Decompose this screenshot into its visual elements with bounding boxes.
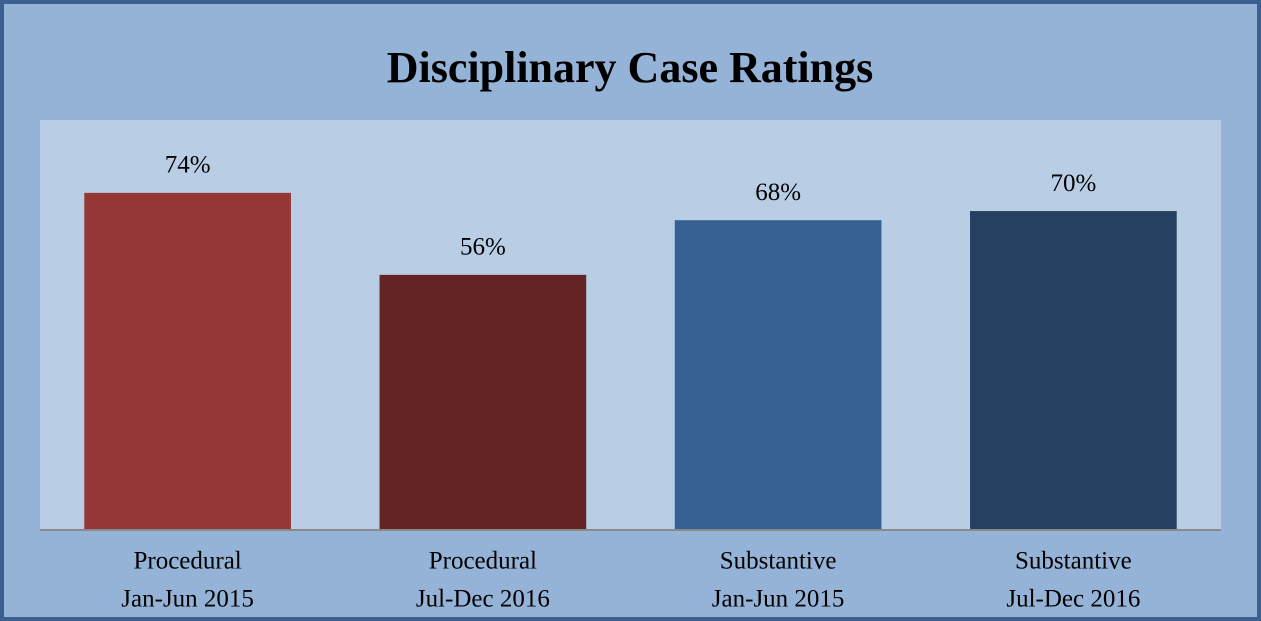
x-tick-label: Substantive	[1015, 548, 1132, 575]
value-label: 74%	[165, 152, 211, 179]
value-label: 68%	[755, 179, 801, 206]
bar	[674, 220, 882, 530]
chart-title: Disciplinary Case Ratings	[387, 43, 873, 92]
x-tick-label: Substantive	[720, 548, 837, 575]
x-tick-label: Jul-Dec 2016	[1006, 586, 1140, 613]
x-tick-label: Procedural	[429, 548, 537, 575]
x-tick-label: Jan-Jun 2015	[121, 586, 254, 613]
x-tick-label: Procedural	[133, 548, 241, 575]
value-label: 70%	[1050, 170, 1096, 197]
bar	[970, 211, 1177, 530]
value-label: 56%	[460, 234, 506, 261]
bar	[84, 192, 291, 530]
bar	[379, 274, 587, 530]
x-tick-label: Jan-Jun 2015	[712, 586, 845, 613]
x-tick-label: Jul-Dec 2016	[416, 586, 550, 613]
